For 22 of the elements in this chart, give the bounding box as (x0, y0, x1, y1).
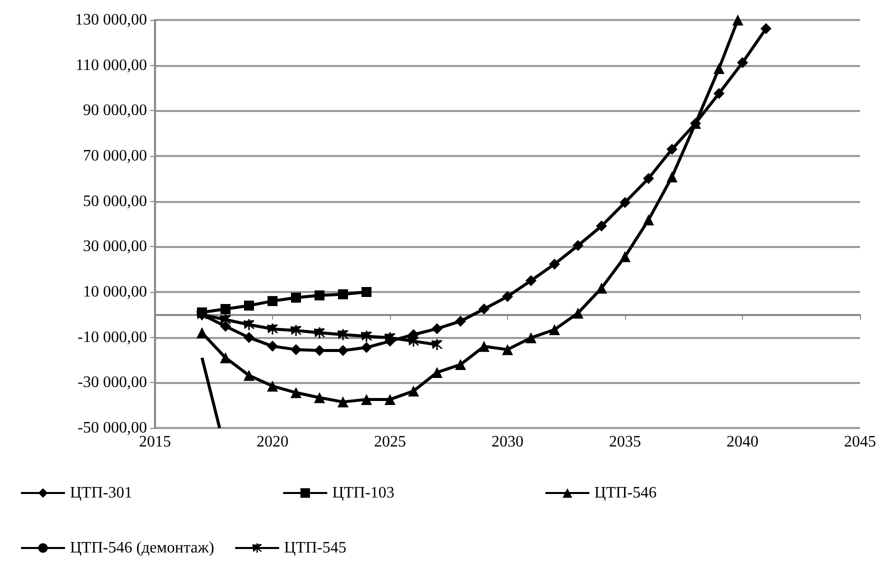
x-tick-label: 2040 (726, 434, 758, 450)
x-tick-label: 2015 (139, 434, 171, 450)
y-tick-label: 50 000,00 (83, 192, 147, 210)
x-tick-label: 2025 (374, 434, 406, 450)
y-tick-label: -10 000,00 (78, 328, 147, 346)
y-tick-label: 30 000,00 (83, 238, 147, 256)
y-tick-label: 110 000,00 (76, 56, 147, 74)
y-tick-label: 70 000,00 (83, 148, 147, 164)
legend-label: ЦТП-103 (332, 484, 394, 502)
y-tick-label: -30 000,00 (78, 374, 147, 392)
legend-label: ЦТП-546 (демонтаж) (70, 540, 214, 556)
x-tick-label: 2035 (609, 434, 641, 450)
x-tick-label: 2030 (492, 434, 524, 450)
y-tick-label: -50 000,00 (78, 420, 147, 436)
y-tick-label: 130 000,00 (75, 12, 147, 28)
y-tick-label: 90 000,00 (83, 102, 147, 120)
x-tick-label: 2020 (256, 434, 288, 450)
y-tick-label: 10 000,00 (83, 284, 147, 300)
x-tick-label: 2045 (844, 434, 876, 450)
legend-label: ЦТП-545 (284, 540, 346, 556)
legend-label: ЦТП-546 (594, 484, 657, 502)
legend-label: ЦТП-301 (70, 484, 132, 502)
